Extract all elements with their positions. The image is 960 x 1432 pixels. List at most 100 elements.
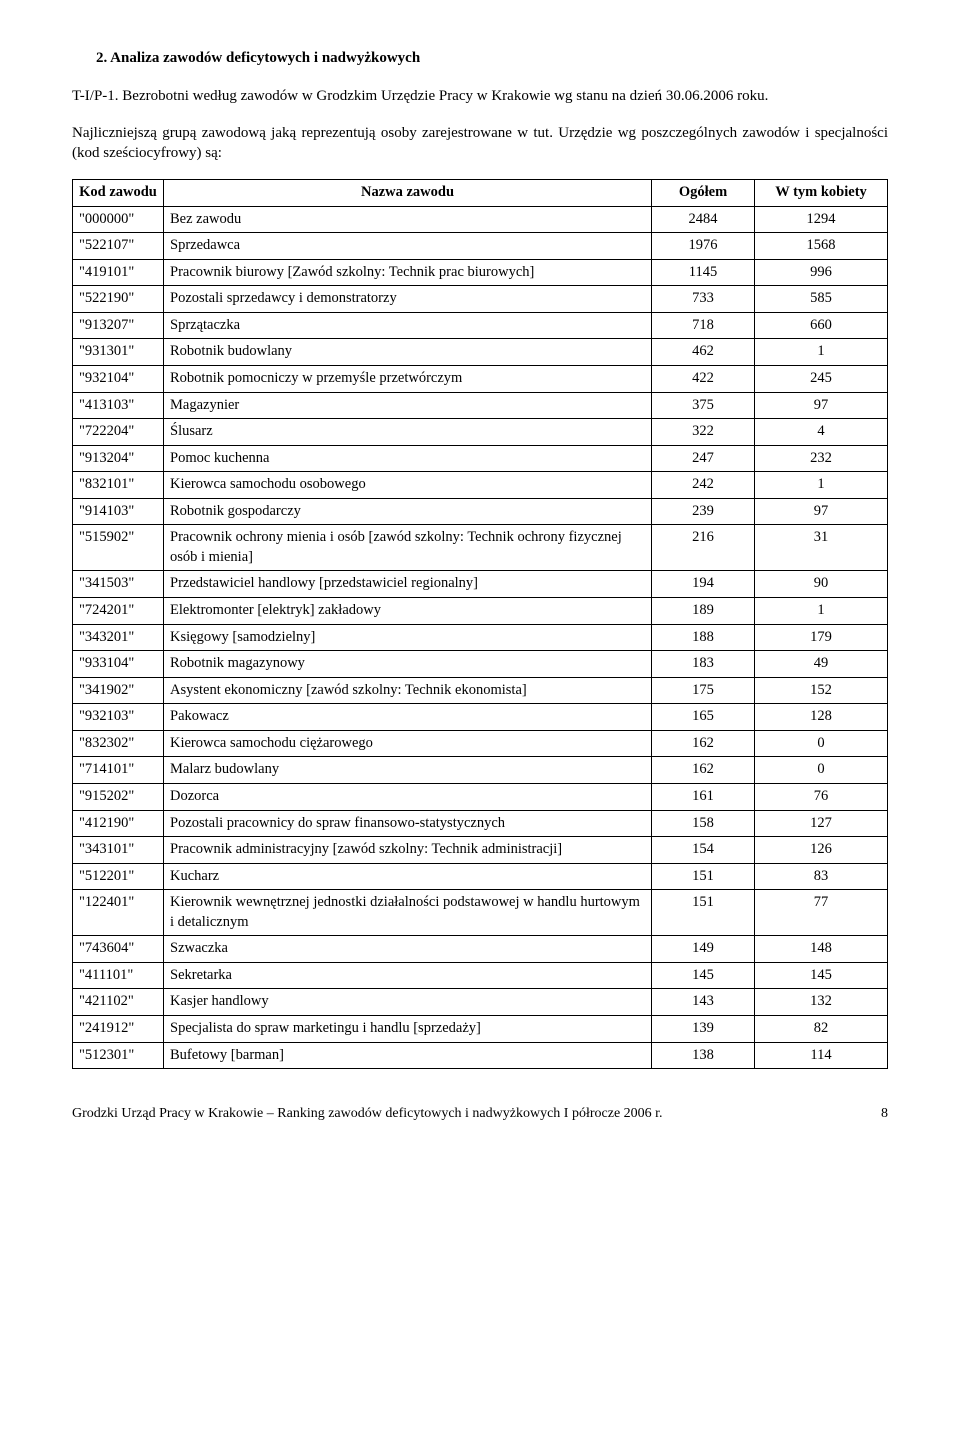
cell-name: Robotnik magazynowy xyxy=(164,651,652,678)
cell-code: "714101" xyxy=(73,757,164,784)
cell-name: Malarz budowlany xyxy=(164,757,652,784)
table-row: "522107"Sprzedawca19761568 xyxy=(73,233,888,260)
cell-total: 138 xyxy=(652,1042,755,1069)
table-row: "714101"Malarz budowlany1620 xyxy=(73,757,888,784)
cell-code: "724201" xyxy=(73,598,164,625)
table-row: "913204"Pomoc kuchenna247232 xyxy=(73,445,888,472)
cell-women: 1294 xyxy=(755,206,888,233)
cell-code: "932103" xyxy=(73,704,164,731)
intro-paragraph-1: T-I/P-1. Bezrobotni według zawodów w Gro… xyxy=(72,86,888,106)
cell-code: "241912" xyxy=(73,1016,164,1043)
cell-code: "343101" xyxy=(73,837,164,864)
cell-women: 148 xyxy=(755,936,888,963)
cell-code: "419101" xyxy=(73,259,164,286)
cell-women: 114 xyxy=(755,1042,888,1069)
col-header-women: W tym kobiety xyxy=(755,180,888,207)
cell-women: 83 xyxy=(755,863,888,890)
cell-total: 239 xyxy=(652,498,755,525)
table-row: "512201"Kucharz15183 xyxy=(73,863,888,890)
cell-women: 49 xyxy=(755,651,888,678)
cell-code: "743604" xyxy=(73,936,164,963)
cell-total: 154 xyxy=(652,837,755,864)
table-row: "421102"Kasjer handlowy143132 xyxy=(73,989,888,1016)
cell-total: 733 xyxy=(652,286,755,313)
table-row: "932103"Pakowacz165128 xyxy=(73,704,888,731)
cell-women: 97 xyxy=(755,498,888,525)
cell-women: 145 xyxy=(755,962,888,989)
intro-paragraph-2: Najliczniejszą grupą zawodową jaką repre… xyxy=(72,123,888,164)
cell-code: "932104" xyxy=(73,365,164,392)
cell-total: 247 xyxy=(652,445,755,472)
cell-name: Pozostali pracownicy do spraw finansowo-… xyxy=(164,810,652,837)
cell-total: 145 xyxy=(652,962,755,989)
cell-total: 322 xyxy=(652,419,755,446)
table-row: "915202"Dozorca16176 xyxy=(73,783,888,810)
occupation-table: Kod zawodu Nazwa zawodu Ogółem W tym kob… xyxy=(72,179,888,1069)
cell-women: 1568 xyxy=(755,233,888,260)
cell-women: 90 xyxy=(755,571,888,598)
table-row: "931301"Robotnik budowlany4621 xyxy=(73,339,888,366)
cell-name: Pomoc kuchenna xyxy=(164,445,652,472)
cell-name: Robotnik gospodarczy xyxy=(164,498,652,525)
cell-name: Sprzątaczka xyxy=(164,312,652,339)
cell-women: 127 xyxy=(755,810,888,837)
cell-name: Pracownik administracyjny [zawód szkolny… xyxy=(164,837,652,864)
cell-name: Sekretarka xyxy=(164,962,652,989)
footer-text: Grodzki Urząd Pracy w Krakowie – Ranking… xyxy=(72,1105,663,1124)
cell-name: Pracownik biurowy [Zawód szkolny: Techni… xyxy=(164,259,652,286)
page-footer: Grodzki Urząd Pracy w Krakowie – Ranking… xyxy=(72,1105,888,1124)
cell-name: Magazynier xyxy=(164,392,652,419)
cell-code: "341503" xyxy=(73,571,164,598)
cell-women: 132 xyxy=(755,989,888,1016)
cell-name: Sprzedawca xyxy=(164,233,652,260)
cell-women: 0 xyxy=(755,730,888,757)
cell-name: Robotnik pomocniczy w przemyśle przetwór… xyxy=(164,365,652,392)
cell-code: "832302" xyxy=(73,730,164,757)
cell-total: 462 xyxy=(652,339,755,366)
cell-code: "515902" xyxy=(73,525,164,571)
table-row: "343101"Pracownik administracyjny [zawód… xyxy=(73,837,888,864)
cell-total: 194 xyxy=(652,571,755,598)
cell-code: "913207" xyxy=(73,312,164,339)
cell-code: "915202" xyxy=(73,783,164,810)
cell-women: 1 xyxy=(755,339,888,366)
table-row: "724201"Elektromonter [elektryk] zakłado… xyxy=(73,598,888,625)
cell-name: Kucharz xyxy=(164,863,652,890)
table-row: "913207"Sprzątaczka718660 xyxy=(73,312,888,339)
table-row: "241912"Specjalista do spraw marketingu … xyxy=(73,1016,888,1043)
cell-name: Bez zawodu xyxy=(164,206,652,233)
cell-women: 585 xyxy=(755,286,888,313)
cell-name: Szwaczka xyxy=(164,936,652,963)
table-row: "832302"Kierowca samochodu ciężarowego16… xyxy=(73,730,888,757)
table-row: "122401"Kierownik wewnętrznej jednostki … xyxy=(73,890,888,936)
cell-code: "933104" xyxy=(73,651,164,678)
cell-name: Elektromonter [elektryk] zakładowy xyxy=(164,598,652,625)
table-row: "512301"Bufetowy [barman]138114 xyxy=(73,1042,888,1069)
table-header-row: Kod zawodu Nazwa zawodu Ogółem W tym kob… xyxy=(73,180,888,207)
cell-women: 1 xyxy=(755,598,888,625)
cell-women: 1 xyxy=(755,472,888,499)
cell-name: Kierowca samochodu ciężarowego xyxy=(164,730,652,757)
cell-code: "411101" xyxy=(73,962,164,989)
cell-total: 242 xyxy=(652,472,755,499)
cell-women: 4 xyxy=(755,419,888,446)
cell-name: Kierowca samochodu osobowego xyxy=(164,472,652,499)
cell-women: 232 xyxy=(755,445,888,472)
cell-name: Specjalista do spraw marketingu i handlu… xyxy=(164,1016,652,1043)
cell-total: 162 xyxy=(652,730,755,757)
cell-name: Bufetowy [barman] xyxy=(164,1042,652,1069)
cell-total: 175 xyxy=(652,677,755,704)
cell-women: 152 xyxy=(755,677,888,704)
table-row: "932104"Robotnik pomocniczy w przemyśle … xyxy=(73,365,888,392)
cell-women: 128 xyxy=(755,704,888,731)
cell-name: Przedstawiciel handlowy [przedstawiciel … xyxy=(164,571,652,598)
section-heading: 2. Analiza zawodów deficytowych i nadwyż… xyxy=(96,48,888,68)
cell-total: 216 xyxy=(652,525,755,571)
cell-women: 82 xyxy=(755,1016,888,1043)
cell-women: 245 xyxy=(755,365,888,392)
cell-women: 77 xyxy=(755,890,888,936)
cell-name: Kasjer handlowy xyxy=(164,989,652,1016)
cell-code: "722204" xyxy=(73,419,164,446)
table-row: "413103"Magazynier37597 xyxy=(73,392,888,419)
cell-women: 31 xyxy=(755,525,888,571)
